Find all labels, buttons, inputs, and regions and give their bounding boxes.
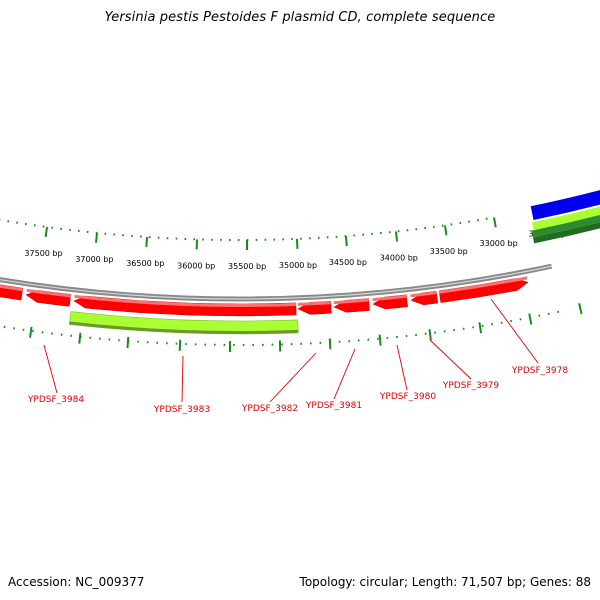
inner-major-tick <box>126 336 130 348</box>
gene-leader-line <box>43 344 58 394</box>
inner-major-tick <box>428 329 432 341</box>
scale-label: 34500 bp <box>329 258 367 267</box>
summary-text: Topology: circular; Length: 71,507 bp; G… <box>299 575 591 589</box>
green-feature <box>531 214 600 238</box>
cds-arrow-highlight <box>333 298 369 305</box>
inner-major-tick <box>528 313 533 325</box>
green-feature-dark <box>533 222 600 244</box>
cds-arrow-highlight <box>297 301 331 306</box>
outer-major-tick <box>345 236 348 247</box>
gene-label: YPDSF_3981 <box>305 401 362 411</box>
outer-scale-dots <box>0 217 491 241</box>
scale-label: 37500 bp <box>24 249 62 258</box>
gene-leader-line <box>333 348 356 400</box>
gene-label: YPDSF_3978 <box>511 366 568 376</box>
gene-leader-line <box>396 344 408 391</box>
cds-arrow-highlight <box>0 284 23 292</box>
inner-major-tick <box>328 338 332 350</box>
gene-label: YPDSF_3979 <box>442 381 499 391</box>
backbone-highlight <box>0 265 552 300</box>
outer-major-tick <box>145 236 148 248</box>
scale-label: 33000 bp <box>480 239 518 248</box>
scale-label: 34000 bp <box>380 253 418 262</box>
inner-scale-ticks <box>0 302 583 352</box>
gene-label: YPDSF_3983 <box>153 405 210 415</box>
scale-label: 36000 bp <box>177 261 215 270</box>
gene-label: YPDSF_3982 <box>241 404 298 414</box>
scale-label: 37000 bp <box>75 255 113 264</box>
outer-major-tick <box>95 232 98 243</box>
cds-arrow-highlight <box>26 288 71 298</box>
gene-label: YPDSF_3980 <box>379 392 436 402</box>
cds-arrow-highlight <box>439 276 528 294</box>
outer-major-tick <box>395 231 399 242</box>
gene-leader-line <box>490 298 539 364</box>
lime-orf-shadow <box>69 321 299 334</box>
cds-arrow-highlight <box>74 294 296 307</box>
inner-major-tick <box>478 322 483 334</box>
scale-label: 35000 bp <box>279 261 317 270</box>
gene-labels: YPDSF_3978 YPDSF_3979 YPDSF_3980 YPDSF_3981… <box>27 298 568 415</box>
gene-label: YPDSF_3984 <box>27 395 84 405</box>
inner-major-tick <box>378 334 382 346</box>
cds-arrow-highlight <box>372 294 407 302</box>
lime-feature <box>531 206 600 231</box>
accession-text: Accession: NC_009377 <box>8 575 145 589</box>
outer-major-tick <box>44 226 48 238</box>
scale-label: 36500 bp <box>126 259 164 268</box>
feature-track <box>0 190 600 335</box>
scale-label: 33500 bp <box>430 247 468 256</box>
gene-leader-line <box>181 355 184 403</box>
outer-major-tick <box>493 217 497 228</box>
map-title: Yersinia pestis Pestoides F plasmid CD, … <box>104 10 496 25</box>
cds-arrow-highlight <box>410 291 437 298</box>
outer-scale-ticks <box>0 207 546 250</box>
inner-major-tick <box>78 332 82 344</box>
inner-major-tick <box>578 302 583 315</box>
gene-leader-line <box>429 339 472 380</box>
outer-major-tick <box>444 225 448 236</box>
scale-label: 35500 bp <box>228 262 266 271</box>
blue-feature <box>530 190 600 220</box>
inner-major-tick <box>29 326 33 338</box>
gene-leader-line <box>269 352 317 403</box>
